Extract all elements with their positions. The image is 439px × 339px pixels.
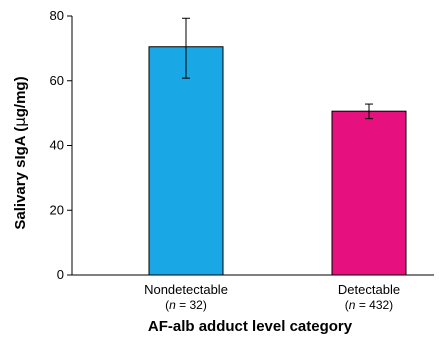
y-axis-title: Salivary sIgA (μg/mg): [11, 76, 29, 229]
x-labels: Nondetectable(n = 32) Detectable(n = 432): [144, 282, 400, 312]
category-label: Nondetectable: [144, 282, 228, 297]
y-ticks: 0 20 40 60 80: [50, 8, 72, 282]
bar: [148, 46, 224, 276]
bars: [148, 46, 407, 276]
y-tick-label: 0: [57, 267, 64, 282]
bar: [331, 110, 407, 276]
error-bars: [182, 17, 373, 120]
sample-size-label: (n = 432): [345, 298, 393, 312]
y-tick-label: 40: [50, 138, 64, 153]
y-tick-label: 60: [50, 73, 64, 88]
sample-size-label: (n = 32): [165, 298, 207, 312]
y-tick-label: 20: [50, 202, 64, 217]
x-axis-title: AF-alb adduct level category: [148, 318, 353, 335]
category-label: Detectable: [338, 282, 400, 297]
y-tick-label: 80: [50, 8, 64, 23]
